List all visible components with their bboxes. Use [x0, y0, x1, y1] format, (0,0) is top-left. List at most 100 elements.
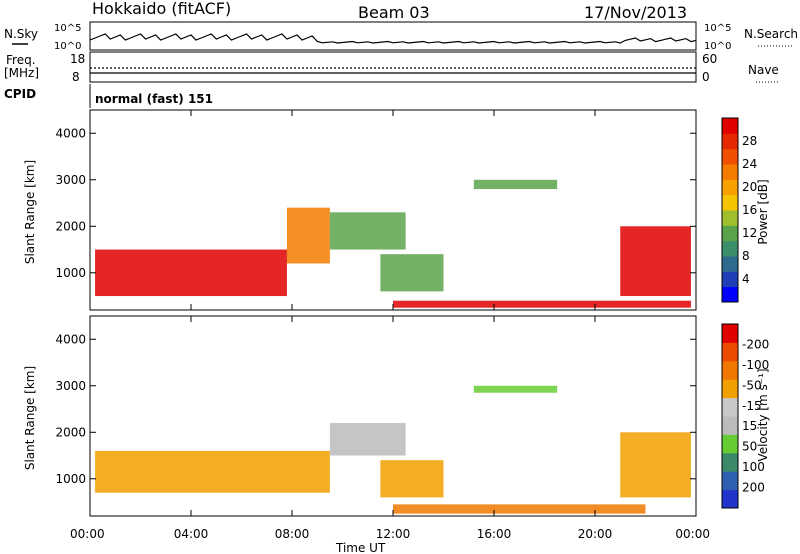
velocity-region-4 — [620, 432, 691, 498]
velocity-ytick-label-0: 1000 — [55, 472, 86, 486]
cpid-label: CPID — [4, 87, 36, 101]
velocity-data — [95, 385, 691, 514]
velocity-ytick-label-3: 4000 — [55, 332, 86, 346]
freq-label-2: [MHz] — [4, 66, 39, 80]
power-region-4 — [473, 179, 558, 190]
power-colorbar-tick-6: 28 — [742, 134, 757, 148]
velocity-panel: 1000 2000 3000 4000 Slant Range [km] — [23, 315, 697, 517]
velocity-ytick-label-1: 2000 — [55, 425, 86, 439]
power-ytick-label-1: 2000 — [55, 219, 86, 233]
power-colorbar-swatch-4 — [722, 225, 738, 242]
velocity-region-1 — [329, 422, 406, 456]
velocity-colorbar-tick-2: 50 — [742, 440, 757, 454]
velocity-colorbar-swatch-2 — [722, 452, 738, 472]
velocity-colorbar-tick-1: 100 — [742, 460, 765, 474]
power-colorbar: 4 8 12 16 20 24 28 — [721, 117, 757, 303]
xtick-label-4: 16:00 — [477, 527, 512, 541]
velocity-colorbar-tick-5: -50 — [742, 378, 762, 392]
velocity-colorbar-tick-6: -100 — [742, 358, 769, 372]
power-colorbar-swatch-1 — [722, 271, 738, 288]
power-colorbar-swatch-5 — [722, 210, 738, 226]
power-region-6 — [393, 300, 691, 308]
velocity-colorbar-tick-7: -200 — [742, 337, 769, 351]
velocity-region-5 — [393, 504, 646, 514]
power-colorbar-tick-1: 8 — [742, 249, 750, 263]
power-colorbar-swatch-3 — [722, 240, 738, 257]
nsearch-label: N.Search — [744, 27, 798, 41]
power-region-0 — [95, 249, 287, 297]
power-colorbar-swatch-8 — [722, 164, 738, 180]
noise-tick-top-right: 10^5 — [704, 23, 731, 34]
velocity-colorbar-frame — [721, 323, 739, 509]
power-ytick-label-0: 1000 — [55, 266, 86, 280]
velocity-colorbar-swatch-4 — [722, 416, 738, 435]
time-x-axis: 00:00 04:00 08:00 12:00 16:00 20:00 00:00 — [70, 110, 710, 541]
velocity-colorbar: 200 100 50 15 -15 -50 -100 -200 — [721, 323, 769, 509]
velocity-ylabel: Slant Range [km] — [23, 366, 37, 470]
power-colorbar-label: Power [dB] — [756, 179, 770, 244]
power-y-axis: 1000 2000 3000 4000 — [55, 126, 696, 280]
xtick-label-6: 00:00 — [675, 527, 710, 541]
nave-tick-top: 60 — [702, 52, 717, 66]
power-colorbar-swatch-2 — [722, 256, 738, 272]
power-colorbar-swatch-7 — [722, 179, 738, 196]
noise-tick-bottom-right: 10^0 — [704, 41, 731, 52]
station-title: Hokkaido (fitACF) — [92, 0, 231, 18]
date-title: 17/Nov/2013 — [584, 3, 687, 22]
velocity-ytick-label-2: 3000 — [55, 379, 86, 393]
nsky-label: N.Sky — [4, 27, 38, 41]
noise-strip-frame — [89, 21, 697, 51]
noise-tick-top: 10^5 — [54, 23, 81, 34]
xtick-label-2: 08:00 — [275, 527, 310, 541]
power-data — [95, 179, 691, 308]
velocity-colorbar-swatch-5 — [722, 397, 738, 417]
freq-tick-bottom: 8 — [72, 70, 80, 84]
time-xlabel: Time UT — [335, 541, 386, 554]
power-colorbar-swatch-0 — [722, 286, 738, 303]
power-colorbar-tick-0: 4 — [742, 272, 750, 286]
nave-tick-bottom: 0 — [702, 70, 710, 84]
power-colorbar-swatch-6 — [722, 194, 738, 211]
velocity-colorbar-swatch-0 — [722, 489, 738, 509]
power-region-1 — [286, 207, 330, 264]
xtick-label-0: 00:00 — [70, 527, 105, 541]
freq-strip-frame — [89, 51, 697, 83]
power-region-2 — [329, 212, 406, 250]
power-panel: 1000 2000 3000 4000 Slant Range [km] — [23, 109, 697, 311]
velocity-colorbar-tick-4: -15 — [742, 399, 762, 413]
power-colorbar-tick-3: 16 — [742, 203, 757, 217]
power-colorbar-tick-2: 12 — [742, 226, 757, 240]
velocity-colorbar-swatch-7 — [722, 360, 738, 380]
velocity-colorbar-label: Velocity [m s⁻¹] — [756, 368, 770, 461]
velocity-colorbar-swatch-1 — [722, 471, 738, 491]
power-colorbar-tick-4: 20 — [742, 180, 757, 194]
noise-trace — [89, 33, 697, 44]
velocity-colorbar-tick-0: 200 — [742, 481, 765, 495]
power-region-3 — [380, 254, 444, 292]
freq-label-1: Freq. — [6, 53, 36, 67]
power-region-5 — [620, 226, 691, 297]
power-colorbar-frame — [721, 117, 739, 303]
velocity-colorbar-swatch-8 — [722, 342, 738, 362]
nave-label: Nave — [748, 63, 779, 77]
power-ylabel: Slant Range [km] — [23, 160, 37, 264]
power-colorbar-tick-5: 24 — [742, 157, 757, 171]
power-colorbar-swatch-11 — [722, 118, 738, 134]
velocity-colorbar-tick-3: 15 — [742, 419, 757, 433]
velocity-colorbar-swatch-6 — [722, 379, 738, 399]
noise-tick-bottom: 10^0 — [54, 41, 81, 52]
power-colorbar-swatch-9 — [722, 148, 738, 165]
velocity-colorbar-swatch-3 — [722, 434, 738, 454]
freq-tick-top: 18 — [70, 52, 85, 66]
power-ytick-label-2: 3000 — [55, 173, 86, 187]
cpid-value: normal (fast) 151 — [95, 92, 213, 106]
velocity-region-3 — [473, 385, 558, 393]
xtick-label-1: 04:00 — [174, 527, 209, 541]
velocity-y-axis: 1000 2000 3000 4000 — [55, 332, 696, 486]
power-ytick-label-3: 4000 — [55, 126, 86, 140]
xtick-label-3: 12:00 — [376, 527, 411, 541]
velocity-region-0 — [95, 450, 330, 493]
beam-title: Beam 03 — [358, 3, 430, 22]
power-colorbar-swatch-10 — [722, 133, 738, 150]
